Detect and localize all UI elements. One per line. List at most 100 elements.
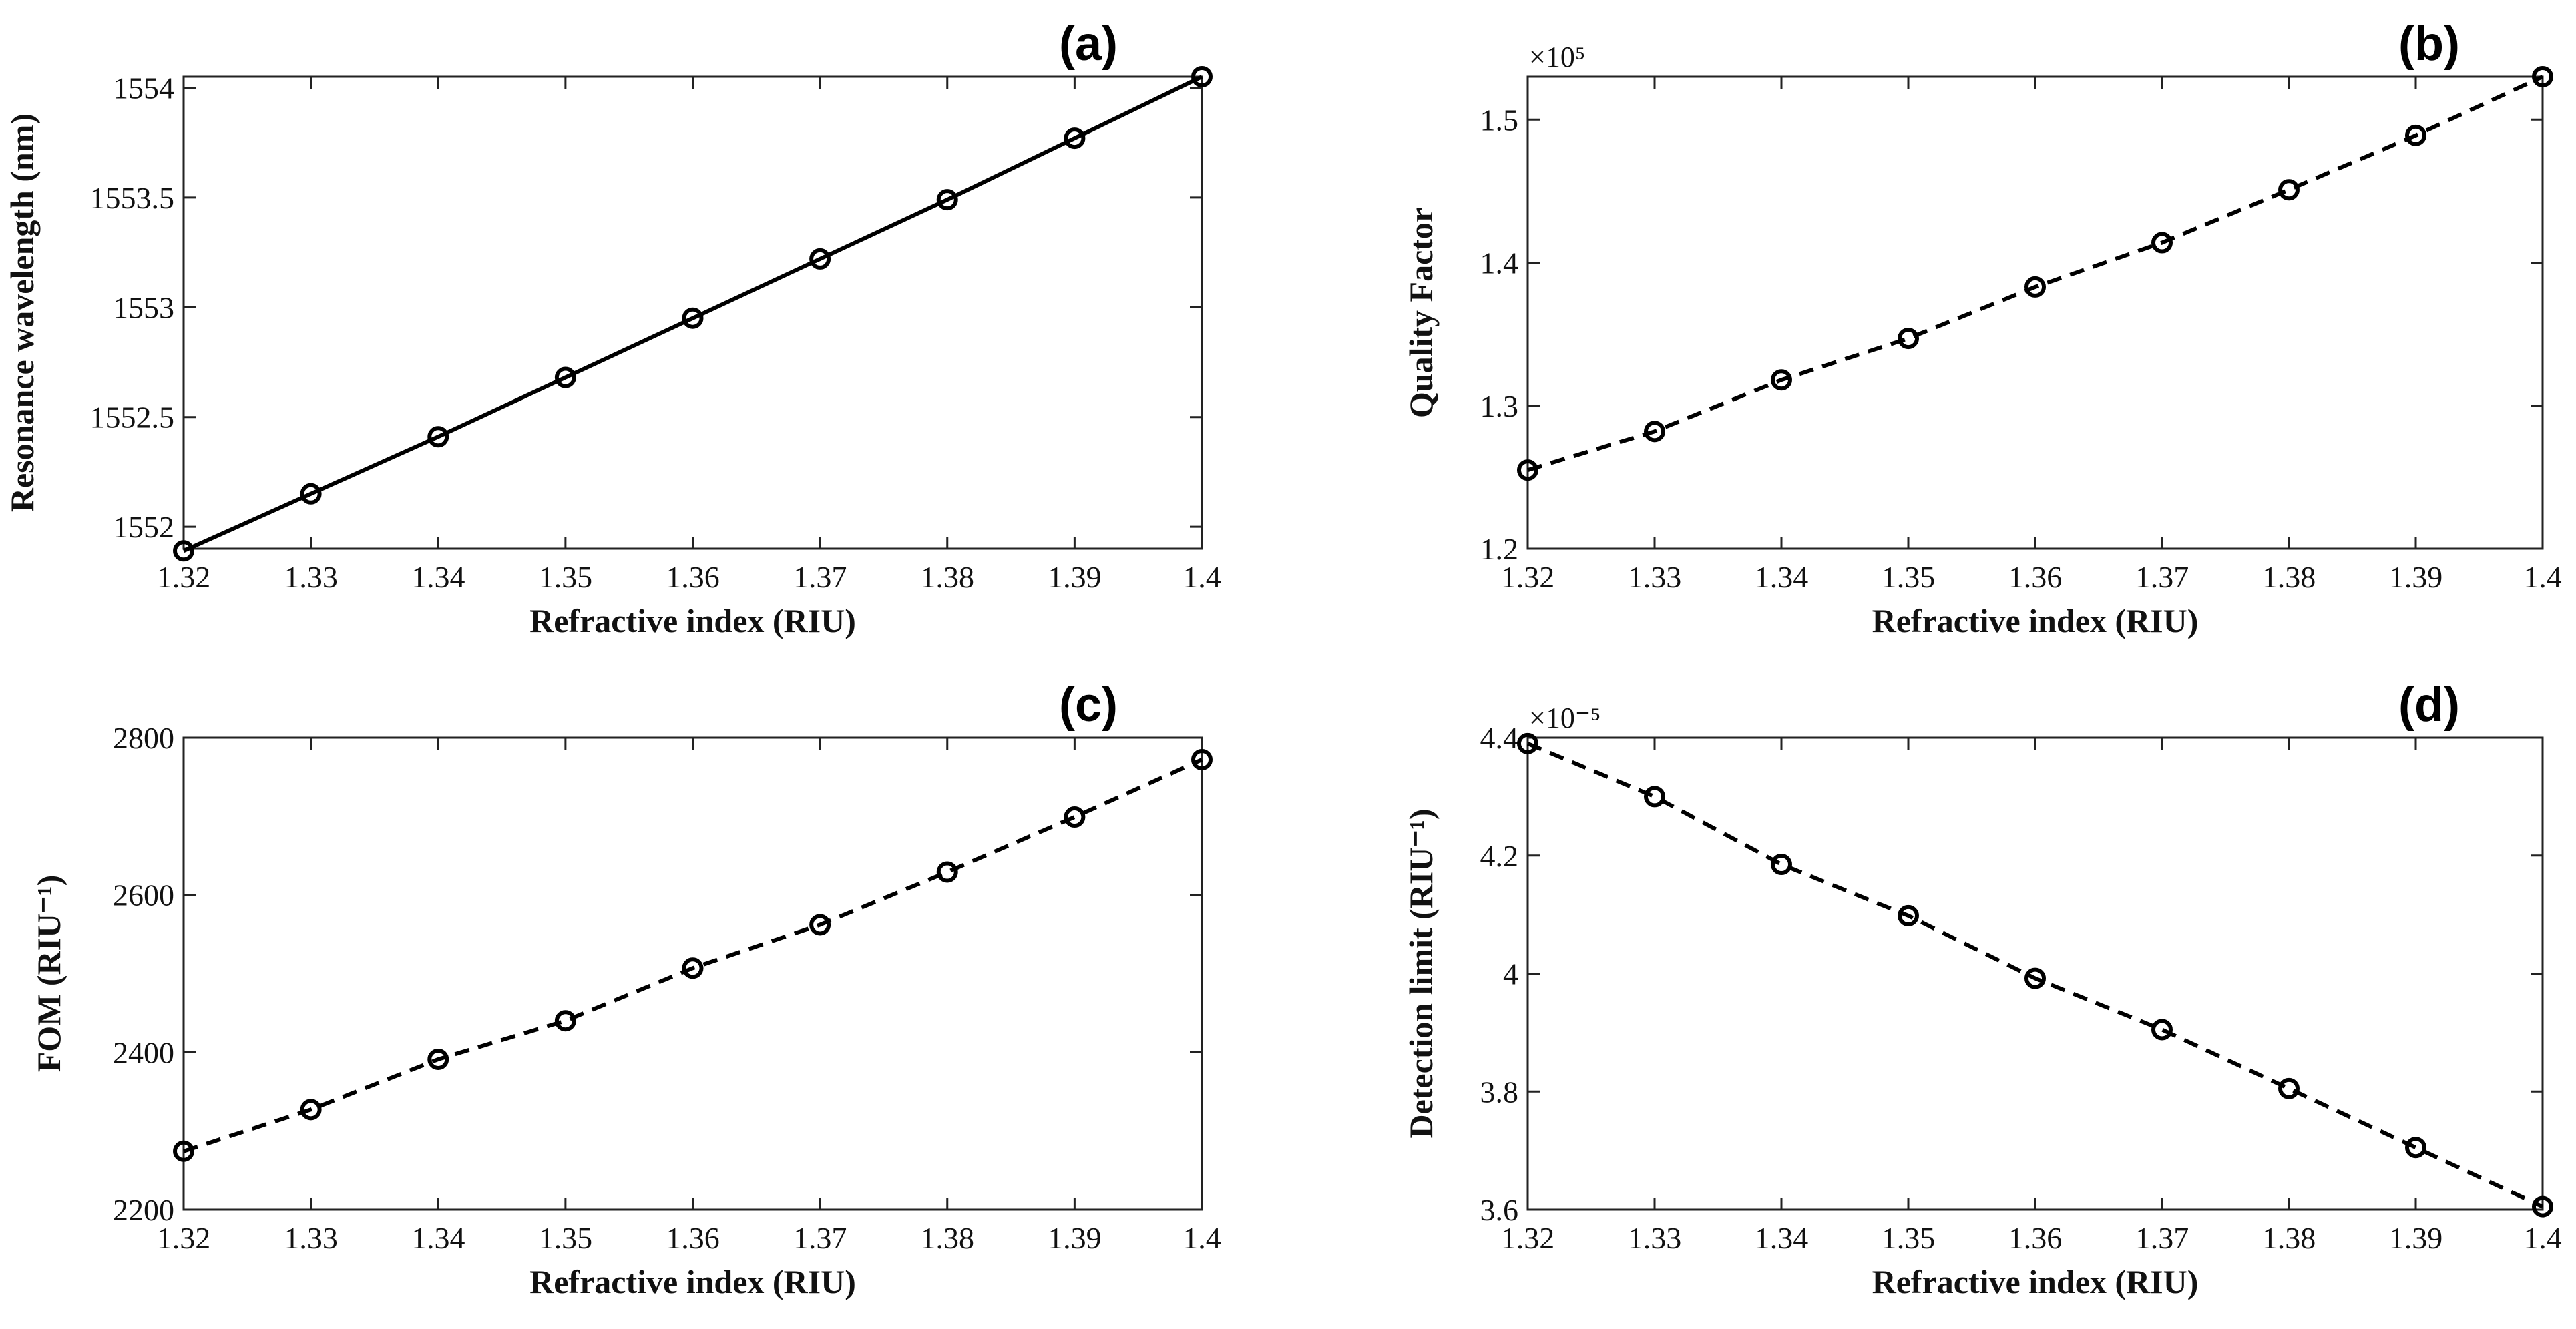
panel-d: 1.32 1.33 1.34 1.35 1.36 1.37 1.38 1.39 1.4 3.6 3.…	[1402, 678, 2562, 1300]
panel-b: 1.32 1.33 1.34 1.35 1.36 1.37 1.38 1.39 1.4 1.2 1.…	[1402, 17, 2562, 639]
x-tick-label: 1.35	[1882, 1221, 1936, 1255]
series-line	[183, 758, 1203, 1153]
panel-a: 1.32 1.33 1.34 1.35 1.36 1.37 1.38 1.39 1.4 1552 1…	[3, 17, 1221, 639]
x-tick-label: 1.4	[2523, 1221, 2562, 1255]
data-point	[2405, 1137, 2426, 1159]
panel-label: (c)	[1059, 678, 1118, 732]
y-tick-label: 1554	[113, 71, 174, 105]
data-point	[936, 861, 958, 883]
x-tick-label: 1.34	[1755, 560, 1809, 594]
data-point	[2532, 66, 2553, 87]
data-point	[809, 248, 831, 270]
y-tick-label: 2800	[113, 721, 174, 755]
y-tick-label: 2600	[113, 878, 174, 912]
x-tick-label: 1.32	[157, 1221, 211, 1255]
x-tick-label: 1.38	[921, 1221, 975, 1255]
x-tick-label: 1.33	[1628, 1221, 1682, 1255]
x-tick-label: 1.39	[1048, 1221, 1102, 1255]
y-tick-label: 4.2	[1480, 839, 1519, 873]
data-point	[2151, 1019, 2173, 1041]
y-axis-label: FOM (RIU⁻¹)	[30, 875, 67, 1072]
panel-label: (a)	[1059, 17, 1118, 71]
x-axis-label: Refractive index (RIU)	[1872, 1263, 2199, 1300]
x-tick-label: 1.4	[1183, 1221, 1221, 1255]
data-point	[554, 1010, 576, 1032]
axis-exponent-label: ×10⁵	[1529, 41, 1585, 73]
data-point	[300, 483, 322, 505]
data-point	[1191, 66, 1213, 87]
data-point	[1517, 732, 1538, 754]
data-point	[1064, 806, 1086, 828]
data-point	[300, 1099, 322, 1121]
data-point	[1191, 748, 1213, 770]
x-tick-label: 1.35	[539, 560, 593, 594]
data-point	[554, 366, 576, 388]
x-tick-label: 1.38	[2262, 1221, 2316, 1255]
data-point	[1771, 854, 1792, 876]
x-tick-label: 1.39	[1048, 560, 1102, 594]
x-tick-label: 1.35	[1882, 560, 1936, 594]
x-tick-label: 1.36	[2008, 1221, 2063, 1255]
y-axis-label: Resonance wavelength (nm)	[3, 113, 41, 512]
x-tick-label: 1.34	[1755, 1221, 1809, 1255]
x-tick-label: 1.36	[666, 560, 720, 594]
data-point	[1898, 328, 1919, 350]
data-point	[173, 540, 194, 562]
x-tick-label: 1.36	[2008, 560, 2063, 594]
x-tick-label: 1.32	[1501, 560, 1555, 594]
data-point	[682, 957, 704, 979]
y-tick-label: 1.4	[1480, 246, 1519, 280]
y-axis-label: Detection limit (RIU⁻¹)	[1402, 808, 1440, 1138]
data-point	[2532, 1195, 2553, 1218]
y-tick-label: 4	[1503, 957, 1518, 991]
axis-exponent-label: ×10⁻⁵	[1529, 702, 1600, 734]
x-tick-label: 1.38	[921, 560, 975, 594]
data-point	[2024, 276, 2046, 298]
y-tick-label: 1.5	[1480, 103, 1519, 137]
x-axis-label: Refractive index (RIU)	[1872, 602, 2199, 639]
y-tick-label: 2400	[113, 1035, 174, 1069]
y-tick-label: 3.8	[1480, 1075, 1519, 1109]
panel-c: 1.32 1.33 1.34 1.35 1.36 1.37 1.38 1.39 1.4 2200 2…	[30, 678, 1221, 1300]
x-tick-label: 1.33	[284, 560, 338, 594]
data-point	[936, 189, 958, 211]
data-point	[2024, 967, 2046, 989]
y-axis-label: Quality Factor	[1402, 208, 1440, 418]
x-axis-label: Refractive index (RIU)	[529, 602, 856, 639]
series-line	[1527, 75, 2544, 473]
x-tick-label: 1.34	[411, 560, 465, 594]
x-tick-label: 1.33	[1628, 560, 1682, 594]
y-tick-label: 1.3	[1480, 389, 1519, 423]
panel-label: (b)	[2398, 17, 2460, 71]
data-point	[1517, 459, 1538, 481]
y-tick-label: 3.6	[1480, 1193, 1519, 1227]
x-tick-label: 1.4	[1183, 560, 1221, 594]
x-tick-label: 1.37	[2135, 560, 2189, 594]
y-tick-label: 1553	[113, 290, 174, 324]
x-tick-label: 1.33	[284, 1221, 338, 1255]
x-tick-label: 1.32	[157, 560, 211, 594]
data-point	[427, 1048, 449, 1070]
data-point	[2278, 179, 2300, 201]
data-point	[2151, 232, 2173, 254]
x-tick-label: 1.35	[539, 1221, 593, 1255]
panel-label: (d)	[2398, 678, 2460, 732]
y-tick-label: 1553.5	[90, 181, 175, 215]
data-point	[173, 1140, 194, 1162]
x-axis-label: Refractive index (RIU)	[529, 1263, 856, 1300]
data-point	[809, 914, 831, 936]
data-point	[1771, 369, 1792, 391]
x-tick-label: 1.37	[2135, 1221, 2189, 1255]
series-line	[1526, 742, 2544, 1209]
data-point	[1064, 127, 1086, 150]
y-tick-label: 4.4	[1480, 721, 1519, 755]
data-point	[1644, 421, 1665, 443]
x-tick-label: 1.36	[666, 1221, 720, 1255]
x-tick-label: 1.34	[411, 1221, 465, 1255]
data-point	[427, 426, 449, 448]
data-point	[1898, 904, 1919, 926]
y-tick-label: 1552	[113, 510, 174, 544]
series-line	[182, 75, 1203, 553]
